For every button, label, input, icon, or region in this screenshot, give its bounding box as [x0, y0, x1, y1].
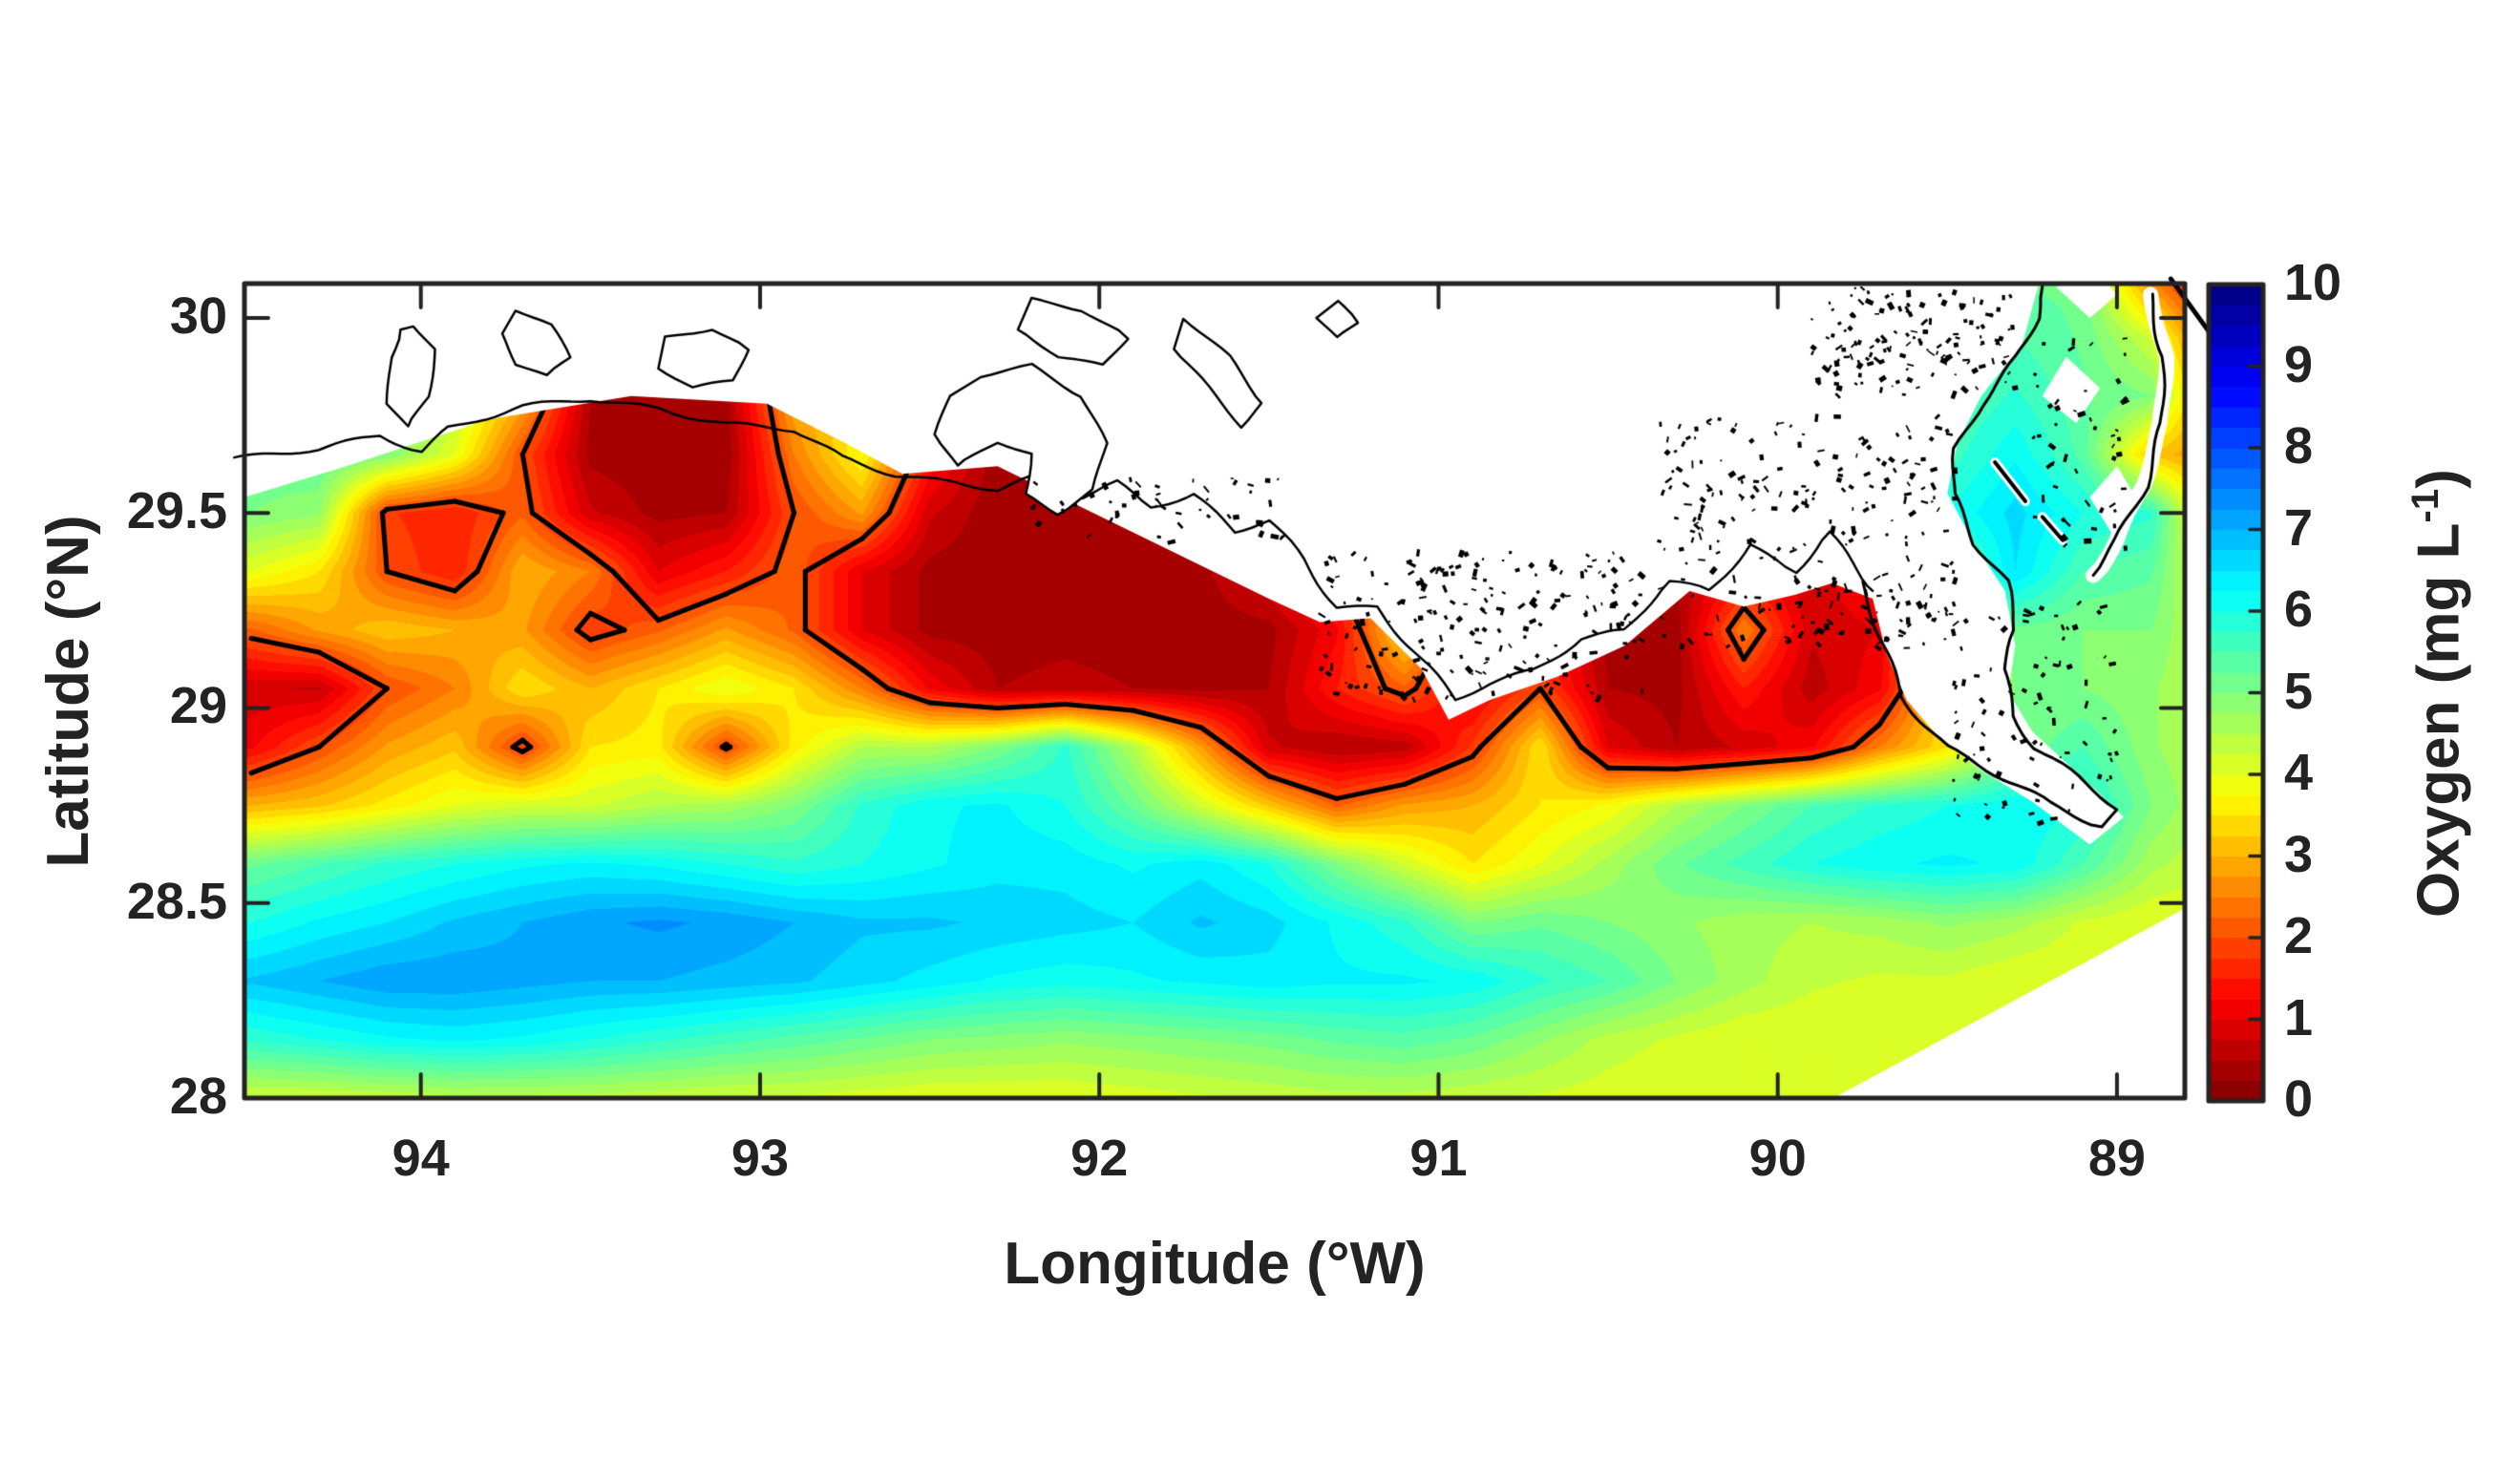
y-tick-label: 30 [169, 286, 227, 345]
x-tick-label: 91 [1409, 1130, 1468, 1187]
colorbar-tick-label: 5 [2284, 662, 2314, 720]
x-tick-label: 94 [392, 1130, 450, 1187]
y-tick-label: 28 [169, 1068, 227, 1125]
colorbar-tick-label: 10 [2284, 254, 2342, 311]
y-tick-label: 29.5 [126, 482, 227, 540]
x-tick-label: 90 [1748, 1130, 1807, 1187]
colorbar-label-superscript: -1 [2404, 488, 2446, 523]
colorbar-tick-label: 4 [2284, 744, 2314, 801]
colorbar-tick-label: 2 [2284, 907, 2314, 964]
colorbar-tick-label: 8 [2284, 417, 2314, 475]
x-tick-label: 92 [1070, 1130, 1129, 1187]
colorbar-label-prefix: Oxygen (mg L [2405, 522, 2472, 918]
colorbar-label: Oxygen (mg L-1) [2387, 311, 2472, 1075]
colorbar-tick-label: 7 [2284, 498, 2314, 557]
x-tick-label: 89 [2087, 1130, 2146, 1187]
colorbar-tick-label: 3 [2284, 825, 2314, 883]
x-axis-label: Longitude (°W) [1004, 1231, 1426, 1297]
colorbar-label-suffix: ) [2405, 468, 2472, 489]
y-tick-label: 29 [169, 677, 227, 735]
colorbar-tick-label: 6 [2284, 581, 2314, 638]
colorbar-tick-label: 1 [2284, 988, 2314, 1047]
y-axis-label: Latitude (°N) [35, 514, 101, 868]
colorbar-tick-label: 0 [2284, 1070, 2314, 1128]
y-tick-label: 28.5 [126, 872, 227, 930]
x-tick-label: 93 [731, 1130, 789, 1187]
colorbar-tick-label: 9 [2284, 335, 2314, 393]
